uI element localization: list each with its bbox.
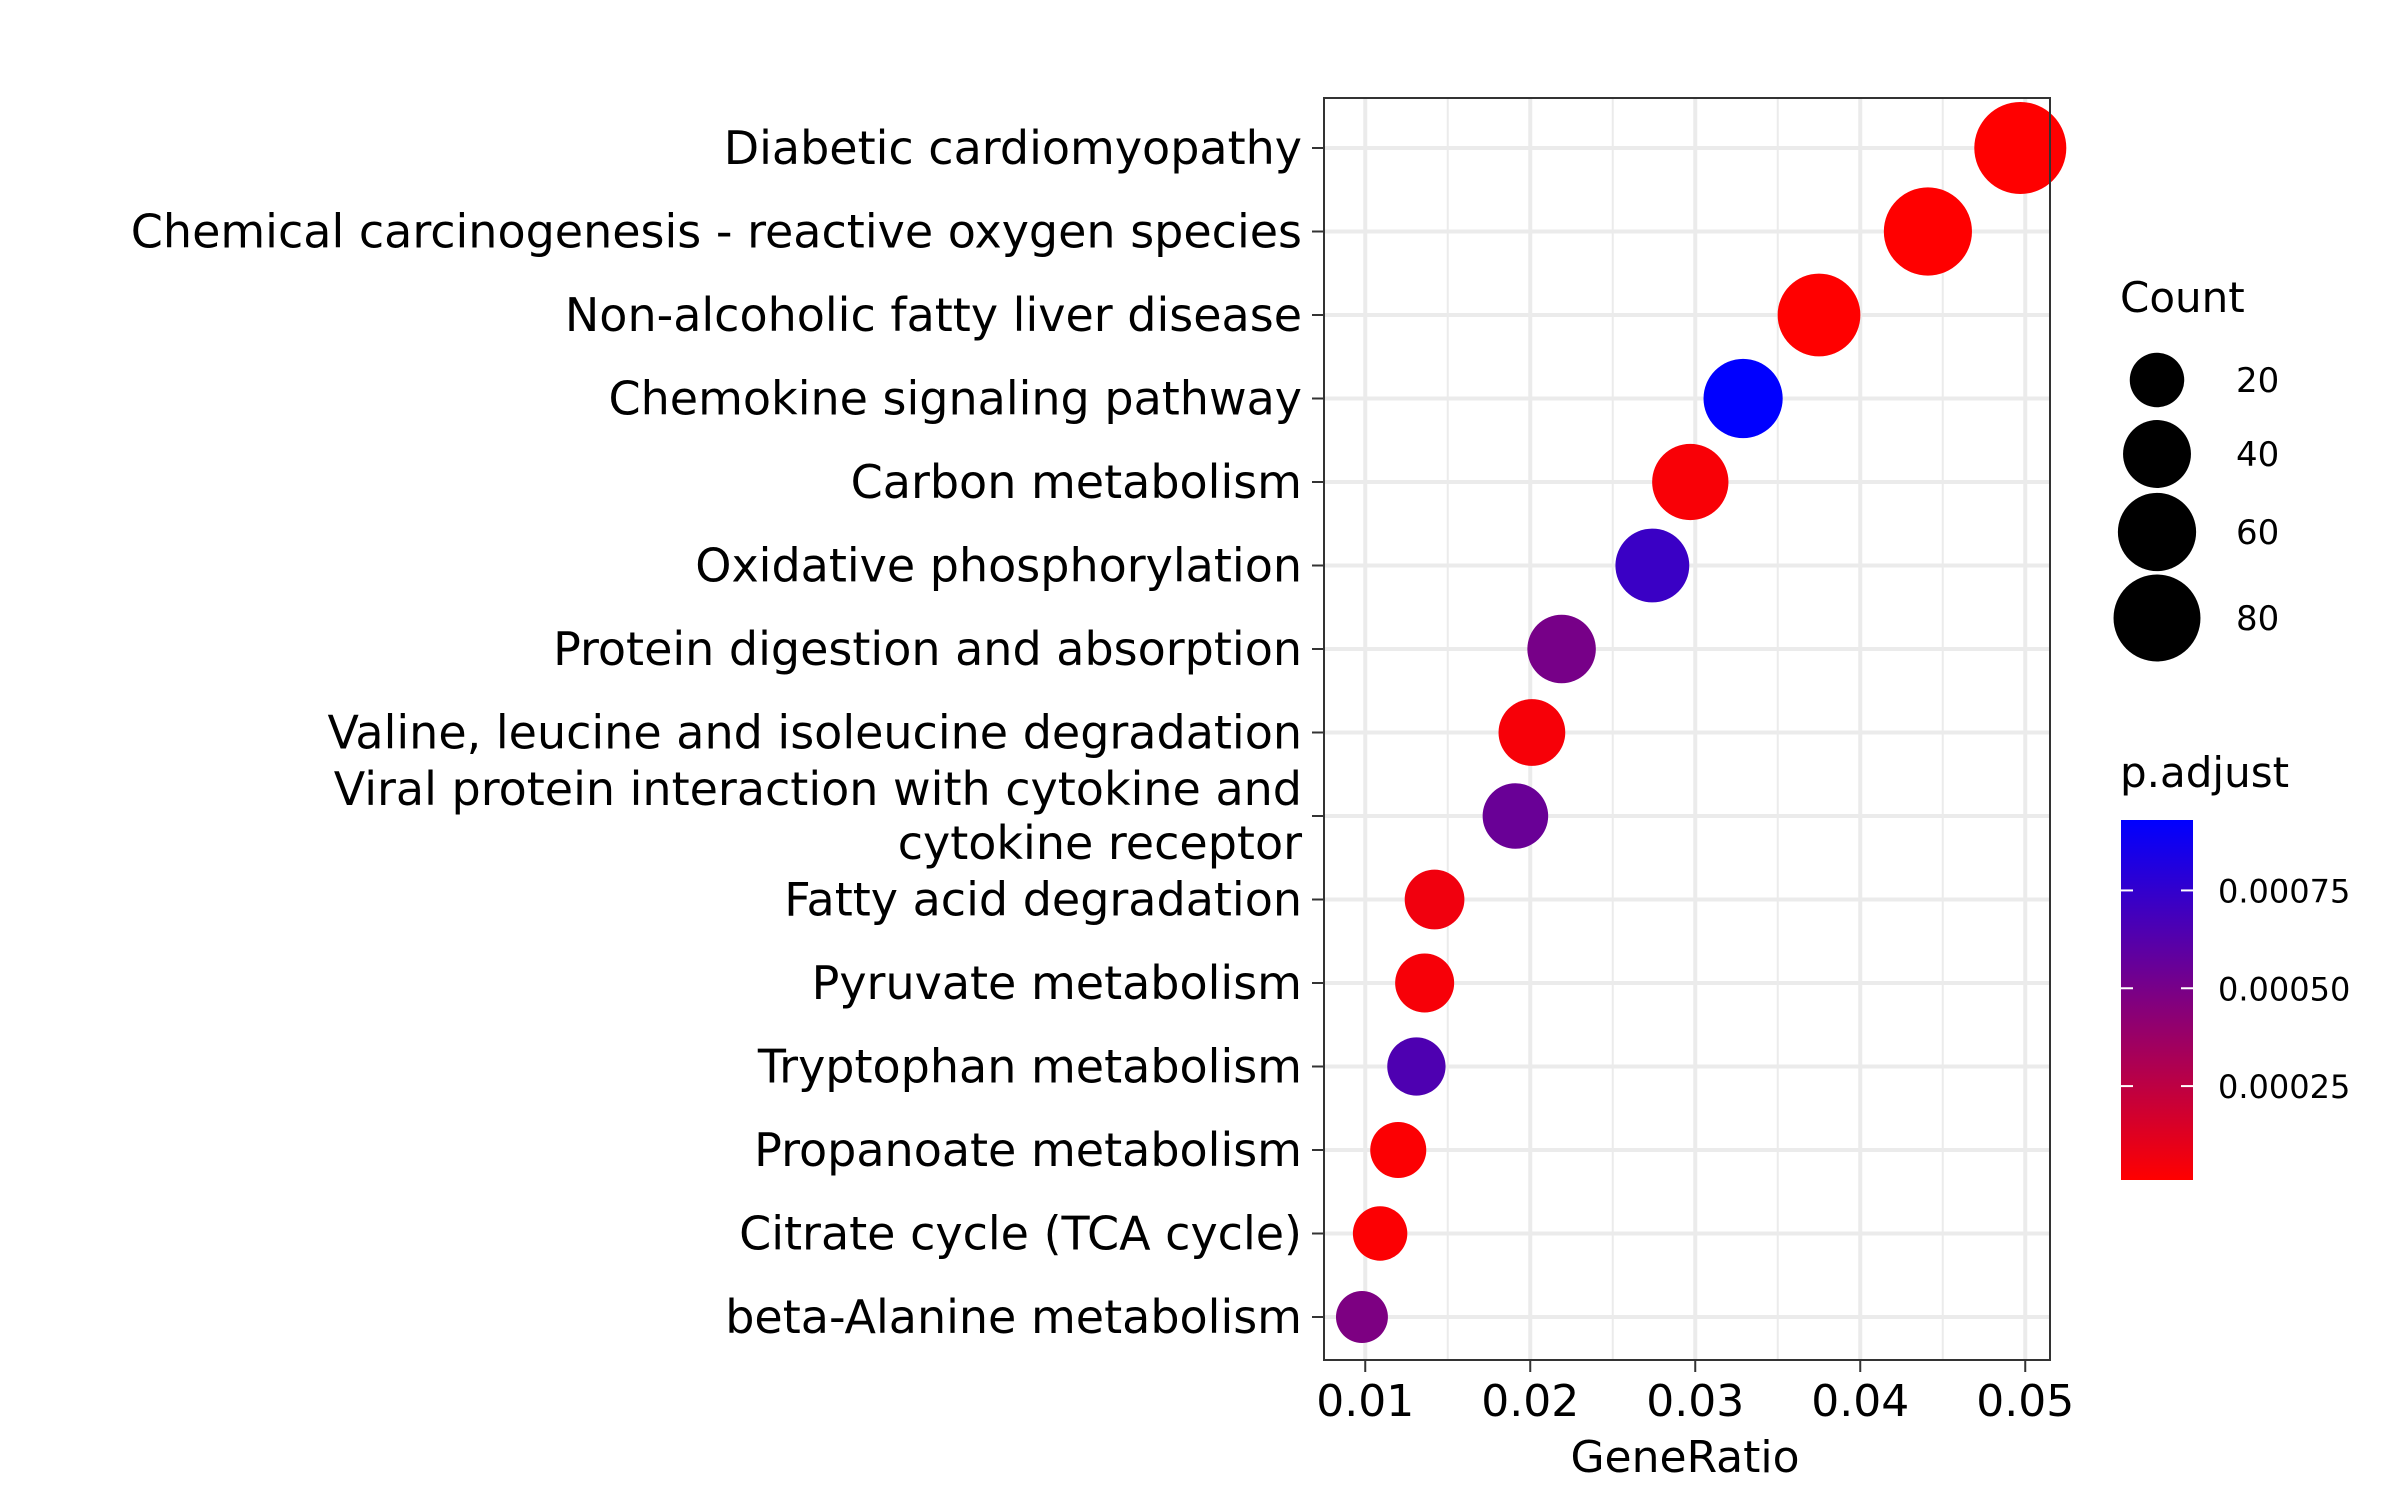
y-tick-label: Protein digestion and absorption: [553, 622, 1302, 676]
points-layer: [1335, 101, 2067, 1343]
data-point: [1395, 953, 1455, 1013]
y-tick-label: Pyruvate metabolism: [812, 956, 1302, 1010]
y-tick-label: beta-Alanine metabolism: [725, 1290, 1302, 1344]
color-legend-title: p.adjust: [2120, 748, 2289, 797]
data-point: [1335, 1291, 1388, 1343]
data-point: [1974, 101, 2067, 195]
y-tick-label: Non-alcoholic fatty liver disease: [565, 288, 1302, 342]
size-legend-key: [2113, 574, 2201, 662]
y-tick-label: Viral protein interaction with cytokine …: [334, 762, 1302, 870]
color-legend-bar: [2121, 820, 2193, 1180]
data-point: [1615, 528, 1690, 603]
data-point: [1652, 443, 1729, 521]
y-tick-label: Tryptophan metabolism: [757, 1040, 1302, 1094]
size-legend-title: Count: [2120, 273, 2245, 322]
data-point: [1777, 273, 1861, 357]
color-legend-label: 0.00075: [2218, 872, 2350, 910]
x-axis-title: GeneRatio: [1570, 1432, 1799, 1483]
x-tick-label: 0.05: [1976, 1376, 2074, 1427]
y-tick-label: Valine, leucine and isoleucine degradati…: [328, 706, 1302, 760]
size-legend-label: 80: [2236, 599, 2279, 639]
panel-border: [1323, 97, 2051, 1361]
y-tick-label: Chemical carcinogenesis - reactive oxyge…: [131, 205, 1302, 259]
size-legend-label: 20: [2236, 361, 2279, 401]
size-legend-key: [2117, 492, 2197, 572]
data-point: [1352, 1206, 1408, 1261]
data-point: [1404, 869, 1465, 930]
data-point: [1387, 1037, 1446, 1096]
y-tick-label: Propanoate metabolism: [754, 1123, 1302, 1177]
data-point: [1370, 1121, 1427, 1179]
y-tick-label: Citrate cycle (TCA cycle): [739, 1207, 1302, 1261]
data-point: [1883, 187, 1972, 276]
x-tick-label: 0.04: [1811, 1376, 1909, 1427]
grid-layer: [1324, 98, 2050, 1360]
x-tick-label: 0.01: [1316, 1376, 1414, 1427]
x-axis: GeneRatio 0.01 0.02 0.03 0.04 0.05: [1316, 1360, 2074, 1483]
panel-background: [1324, 98, 2050, 1360]
y-tick-label: Oxidative phosphorylation: [695, 539, 1302, 593]
y-tick-label: Carbon metabolism: [851, 455, 1302, 509]
x-tick-label: 0.02: [1481, 1376, 1579, 1427]
size-legend-label: 40: [2236, 435, 2279, 475]
size-legend-label: 60: [2236, 513, 2279, 553]
data-point: [1703, 358, 1783, 439]
color-legend-label: 0.00050: [2218, 970, 2350, 1008]
data-point: [1498, 699, 1566, 766]
y-axis: Diabetic cardiomyopathy Chemical carcinog…: [131, 121, 1324, 1344]
size-legend-key: [2129, 352, 2185, 408]
data-point: [1527, 614, 1596, 684]
size-legend-key: [2123, 420, 2191, 488]
y-tick-label: Fatty acid degradation: [784, 873, 1302, 927]
size-legend: Count 20 40 60 80: [2113, 273, 2279, 662]
color-legend: p.adjust 0.00025 0.00050 0.00075: [2120, 748, 2350, 1180]
color-legend-label: 0.00025: [2218, 1068, 2350, 1106]
data-point: [1482, 783, 1549, 849]
y-tick-label: Chemokine signaling pathway: [609, 372, 1302, 426]
x-tick-label: 0.03: [1646, 1376, 1744, 1427]
y-tick-label: Diabetic cardiomyopathy: [724, 121, 1302, 175]
